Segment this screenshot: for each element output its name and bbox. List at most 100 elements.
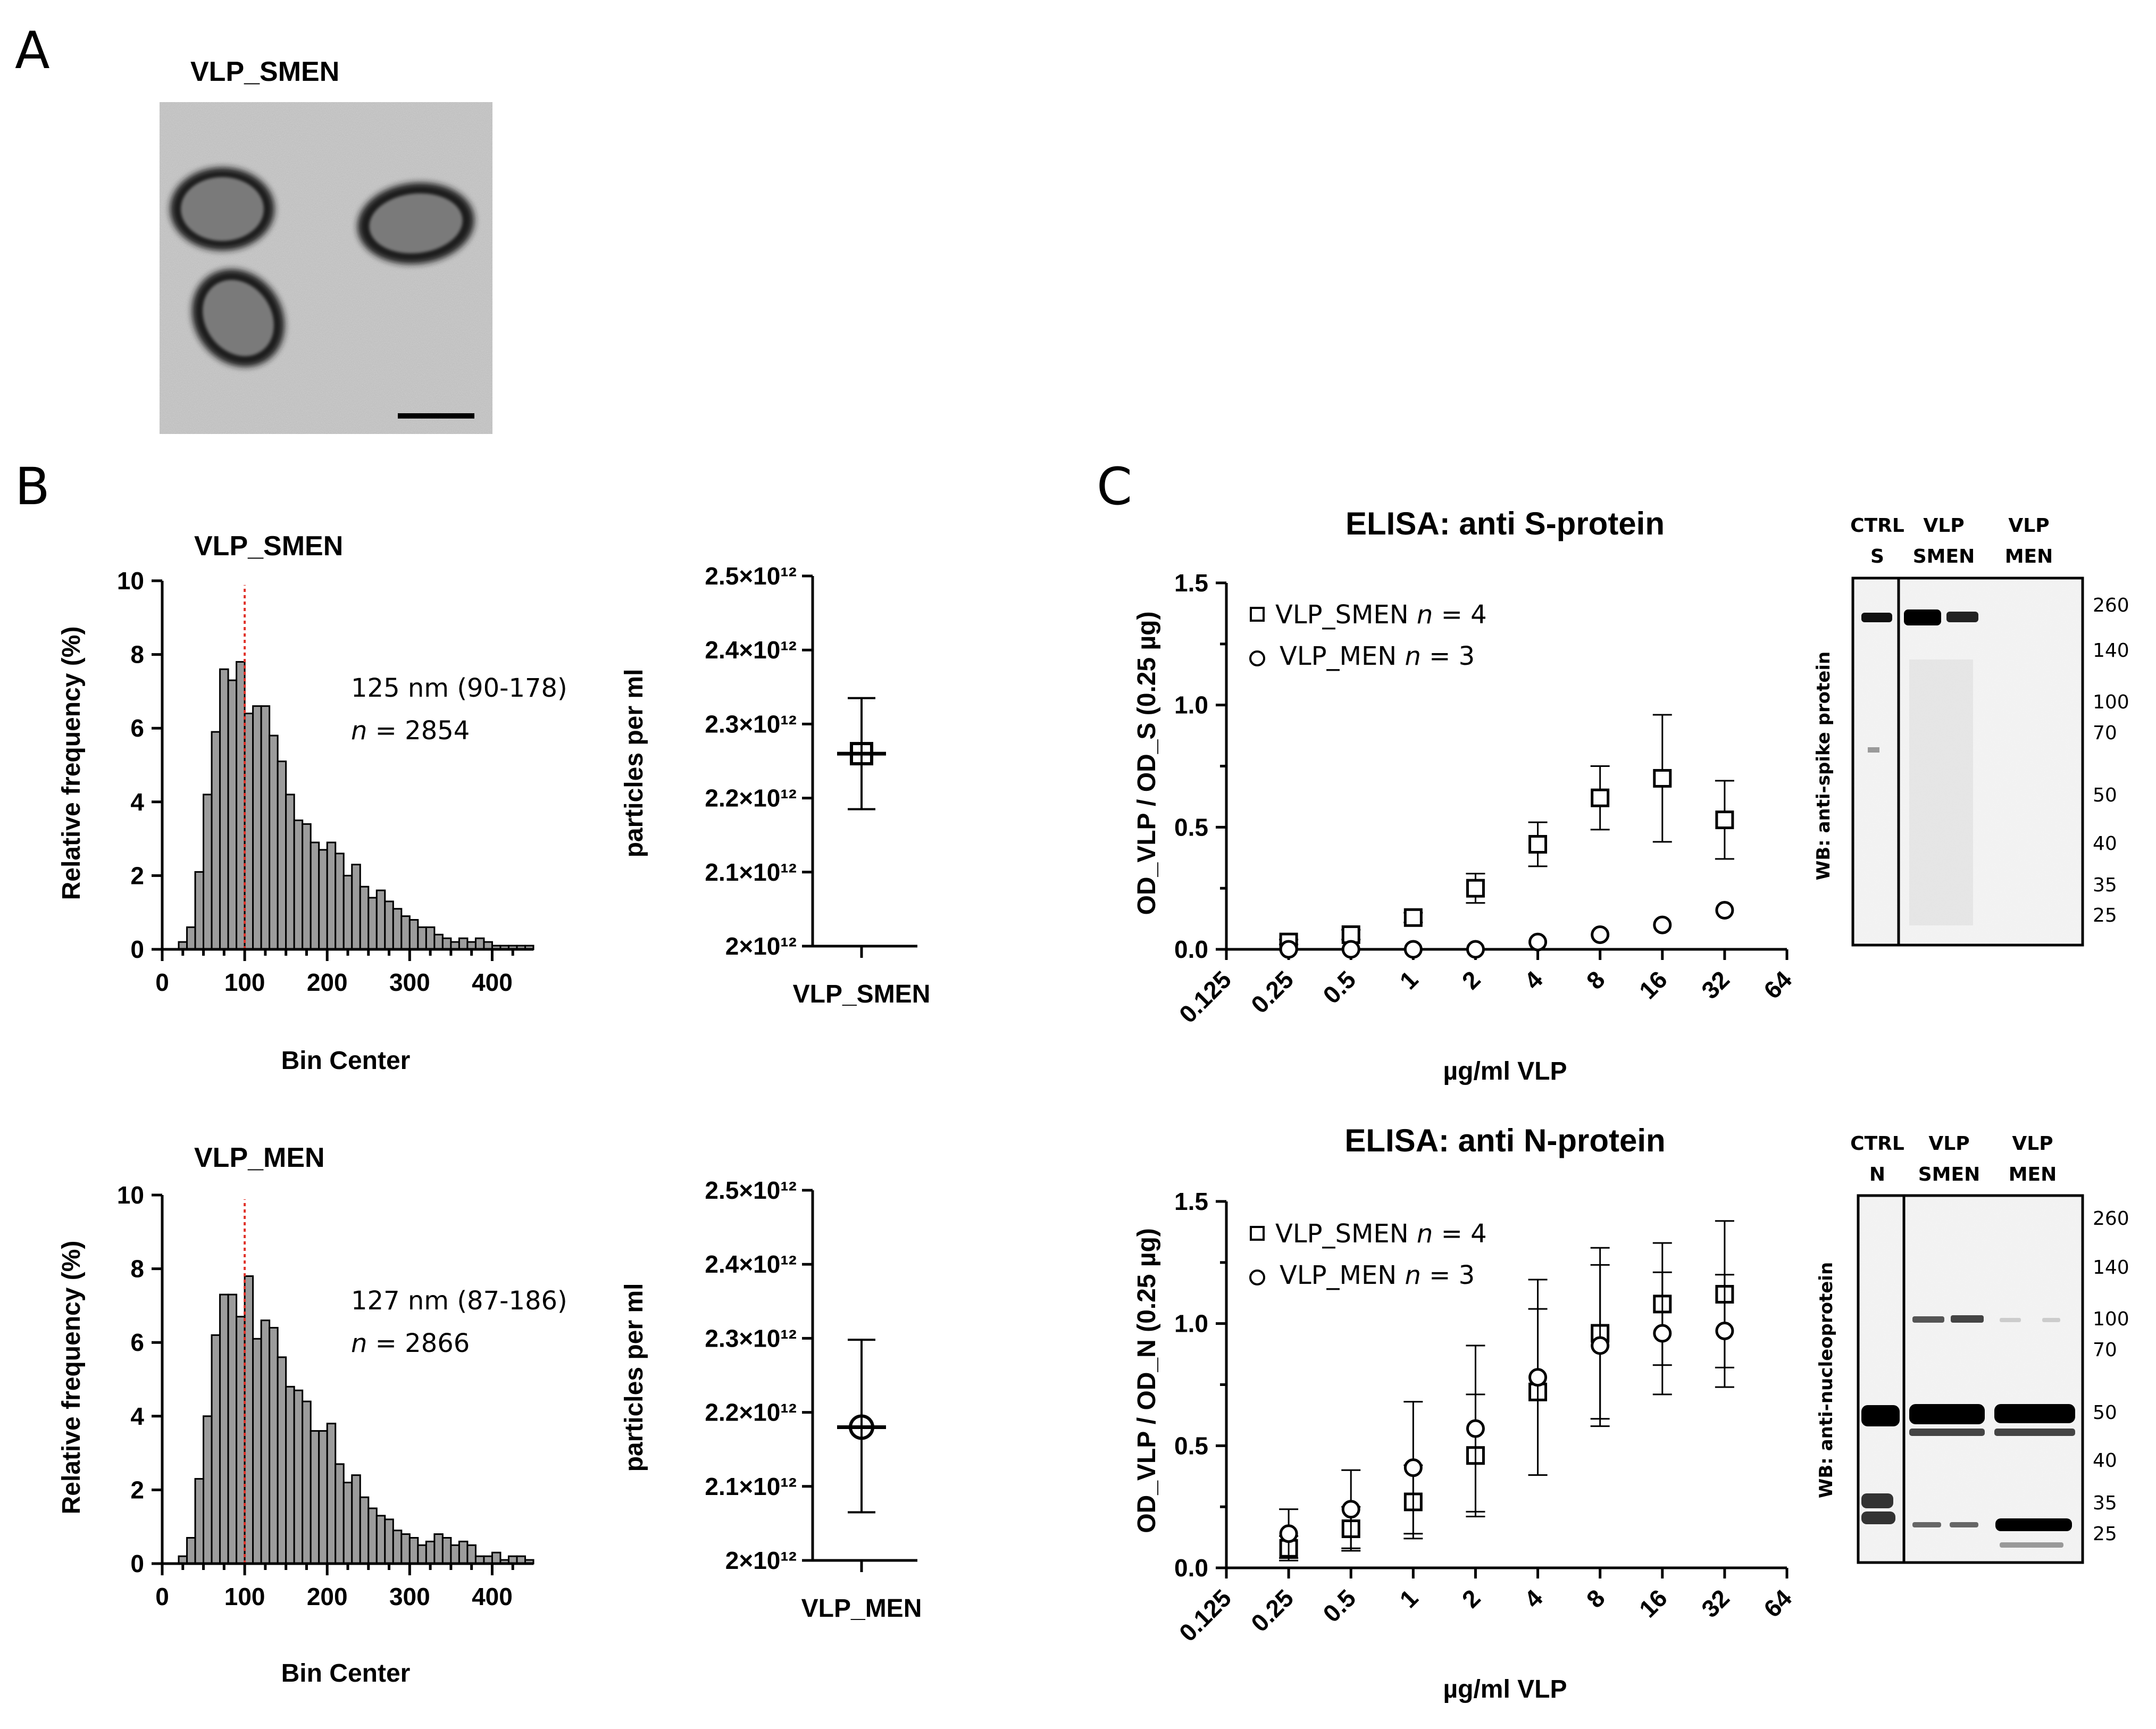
elisa-s-xtick-label: 64 (1758, 965, 1797, 1004)
elisa-n-xtick-label: 1 (1394, 1584, 1424, 1613)
elisa-s-vlp-smen-point-6 (1653, 769, 1672, 788)
scatter-smen-ytick-label: 2.4×10¹² (705, 636, 797, 664)
wb-spike-band-ctrl (1861, 613, 1892, 622)
elisa-n: ELISA: anti N-protein OD_VLP / OD_N (0.2… (1133, 1123, 1797, 1703)
elisa-s-vlp-men-point-3 (1466, 940, 1485, 959)
hist-men-bar-25 (384, 1518, 394, 1565)
hist-men-xtick-label: 200 (307, 1583, 348, 1610)
particle-2 (357, 182, 474, 264)
hist-men-bar-38 (491, 1551, 502, 1565)
scatter-men-ytick-label: 2.1×10¹² (705, 1473, 797, 1500)
wb-spike-mw-35: 35 (2093, 874, 2117, 896)
elisa-n-ytick-label: 0.5 (1174, 1432, 1208, 1459)
hist-men-bar-35 (466, 1544, 477, 1565)
hist-men-bar-5 (219, 1293, 229, 1565)
hist-men-bar-23 (367, 1507, 378, 1565)
elisa-n-legend-men: VLP_MEN n = 3 (1280, 1260, 1475, 1290)
elisa-s-legend-circle (1249, 650, 1265, 666)
scatter-men-category: VLP_MEN (801, 1594, 922, 1623)
hist-smen-bar-27 (400, 915, 411, 950)
hist-smen-bar-5 (219, 668, 229, 950)
scatter-smen-ytick-label: 2.3×10¹² (705, 710, 797, 738)
elisa-n-xtick-label: 4 (1519, 1584, 1548, 1613)
hist-men-ytick-label: 2 (130, 1476, 144, 1504)
elisa-s-xtick-label: 0.5 (1317, 965, 1361, 1009)
hist-smen-xtick-label: 0 (155, 968, 169, 996)
scatter-men-ylabel: particles per ml (620, 1283, 648, 1472)
hist-smen-bar-30 (425, 926, 436, 950)
scatter-men-point (849, 1414, 874, 1440)
hist-men-bar-26 (392, 1530, 403, 1565)
hist-smen-bar-3 (203, 793, 213, 950)
wb-nucleo-lane1-line2: N (1869, 1164, 1885, 1185)
hist-men-bar-22 (359, 1496, 370, 1565)
hist-smen-bar-9 (252, 705, 262, 950)
hist-men-bar-34 (458, 1540, 469, 1565)
elisa-s-vlp-men-point-4 (1528, 932, 1548, 951)
hist-men-xtick-label: 100 (224, 1583, 265, 1610)
hist-men-bar-18 (326, 1423, 337, 1565)
wb-nucleo-lane3-line1: VLP (2012, 1133, 2053, 1155)
hist-smen-bar-34 (458, 937, 469, 950)
elisa-s-xtick-label: 4 (1519, 965, 1548, 995)
hist-men-bar-29 (417, 1544, 427, 1565)
hist-smen-bar-14 (293, 819, 304, 950)
hist-men-ytick-label: 0 (130, 1550, 144, 1577)
elisa-n-ytick-label: 1.5 (1174, 1188, 1208, 1215)
wb-spike-lane3-line2: MEN (2005, 546, 2053, 567)
hist-smen-bar-16 (310, 841, 320, 950)
hist-smen-xtick-label: 100 (224, 968, 265, 996)
elisa-n-vlp-men-point-5 (1591, 1336, 1610, 1355)
hist-smen-bar-12 (277, 761, 287, 950)
wb-nucleo-band-smen-50 (1909, 1404, 1985, 1424)
wb-spike-lane2-line1: VLP (1923, 515, 1964, 537)
panel-letter-c: C (1097, 457, 1132, 516)
elisa-n-xtick-label: 0.25 (1246, 1584, 1299, 1637)
scatter-smen: particles per ml VLP_SMEN 2×10¹² 2.1×10¹²… (620, 562, 930, 1008)
hist-smen-ytick-label: 2 (130, 862, 144, 889)
hist-smen-n: n = 2854 (351, 716, 470, 746)
hist-smen-bar-4 (211, 731, 221, 950)
elisa-s-vlp-smen-point-5 (1591, 788, 1610, 807)
wb-spike-mw-25: 25 (2093, 905, 2117, 926)
elisa-n-legend: VLP_SMEN n = 4 VLP_MEN n = 3 (1249, 1219, 1487, 1290)
wb-spike-lane1-line1: CTRL (1850, 515, 1904, 537)
wb-spike-mw-100: 100 (2093, 691, 2129, 713)
elisa-n-title: ELISA: anti N-protein (1344, 1123, 1665, 1158)
hist-smen-bar-20 (342, 874, 353, 950)
hist-smen-bar-10 (260, 705, 271, 950)
hist-men-bar-33 (450, 1544, 460, 1565)
hist-men-bar-19 (335, 1463, 345, 1565)
scatter-men-axes (811, 1190, 917, 1562)
hist-men-bar-31 (433, 1533, 444, 1565)
elisa-n-ylabel: OD_VLP / OD_N (0.25 µg) (1133, 1228, 1161, 1533)
elisa-s: ELISA: anti S-protein OD_VLP / OD_S (0.2… (1133, 506, 1797, 1085)
scatter-men-ytick-label: 2.5×10¹² (705, 1176, 797, 1204)
wb-nucleo-lane3-line2: MEN (2009, 1164, 2057, 1185)
elisa-s-vlp-smen-point-2 (1403, 908, 1423, 927)
elisa-s-xtick-label: 8 (1581, 965, 1610, 995)
hist-men-bar-8 (244, 1275, 254, 1565)
hist-smen-bar-21 (351, 864, 361, 950)
elisa-s-axes (1225, 583, 1787, 951)
wb-nucleo-mw-40: 40 (2093, 1450, 2117, 1472)
elisa-s-vlp-smen-point-7 (1715, 811, 1734, 830)
wb-nucleo-side-label: WB: anti-nucleoprotein (1816, 1262, 1837, 1498)
elisa-n-xtick-label: 2 (1457, 1584, 1486, 1613)
scatter-smen-axes (811, 576, 917, 948)
scatter-men: particles per ml VLP_MEN 2×10¹² 2.1×10¹² 2… (620, 1176, 922, 1623)
hist-men-ylabel: Relative frequency (%) (57, 1241, 86, 1515)
scatter-smen-ytick-label: 2.5×10¹² (705, 562, 797, 590)
wb-nucleo-mw-35: 35 (2093, 1492, 2117, 1514)
hist-men-bar-12 (277, 1356, 287, 1565)
elisa-s-legend: VLP_SMEN n = 4 VLP_MEN n = 3 (1249, 600, 1487, 671)
hist-smen-ytick-label: 8 (130, 641, 144, 669)
hist-men-bar-24 (375, 1515, 386, 1565)
hist-smen-bar-23 (367, 897, 378, 950)
hist-smen-annotation: 125 nm (90-178) (351, 673, 567, 703)
wb-spike-band-smen2 (1946, 612, 1978, 622)
scatter-men-ytick-label: 2.3×10¹² (705, 1324, 797, 1352)
hist-smen-title: VLP_SMEN (194, 531, 343, 562)
hist-men-bar-27 (400, 1533, 411, 1565)
hist-men: VLP_MEN Relative frequency (%) Bin Cente… (57, 1142, 567, 1688)
